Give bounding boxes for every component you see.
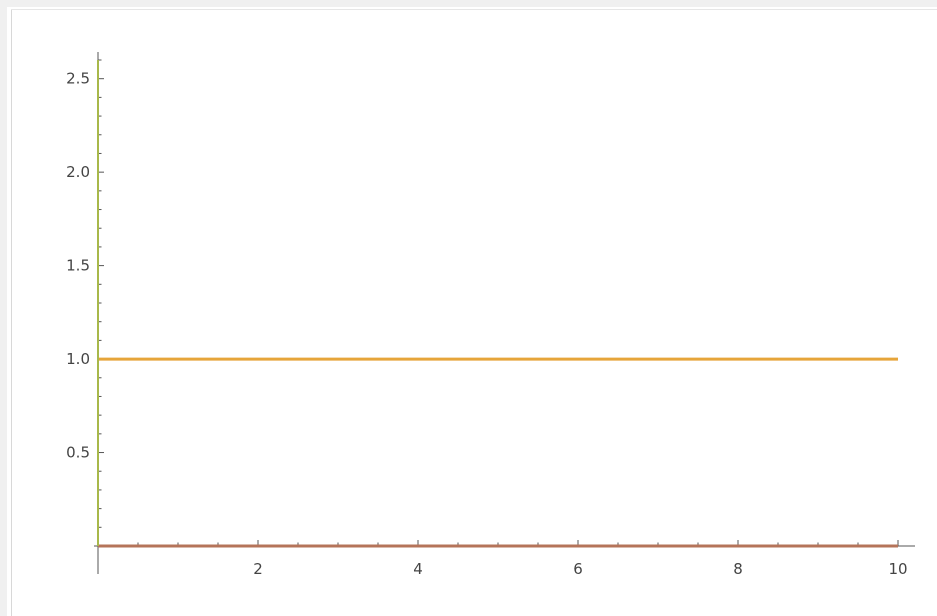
axes	[94, 52, 915, 574]
frame-left-edge	[11, 9, 12, 616]
x-tick-label: 10	[888, 560, 907, 578]
y-tick-label: 0.5	[66, 444, 90, 462]
series-layer	[97, 60, 898, 548]
x-tick-label: 2	[253, 560, 263, 578]
y-tick-label: 2.5	[66, 70, 90, 88]
y-tick-label: 2.0	[66, 163, 90, 181]
x-tick-label: 6	[573, 560, 583, 578]
x-tick-label: 4	[413, 560, 423, 578]
x-tick-label: 8	[733, 560, 743, 578]
frame-top-edge	[11, 9, 937, 10]
y-tick-label: 1.5	[66, 257, 90, 275]
y-tick-label: 1.0	[66, 350, 90, 368]
tick-layer: 0.5 1.0 1.5 2.0 2.5 2 4 6 8 10	[66, 70, 907, 578]
